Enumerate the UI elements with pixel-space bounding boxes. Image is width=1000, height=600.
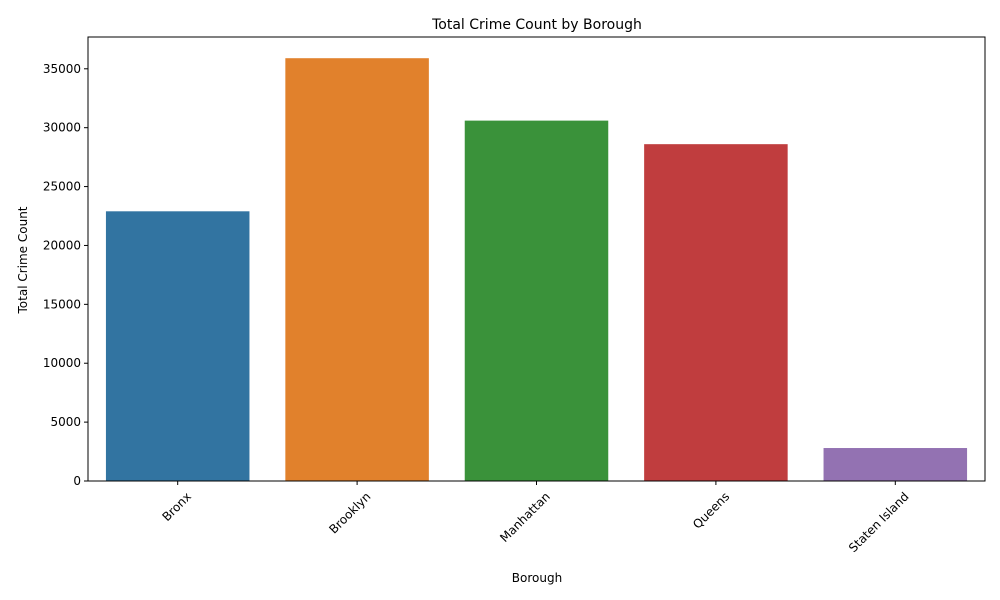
bar-bronx [105, 211, 250, 482]
y-tick-label: 5000 [50, 415, 81, 429]
y-tick-label: 0 [73, 474, 81, 488]
y-tick-label: 30000 [43, 121, 81, 135]
y-tick-label: 35000 [43, 62, 81, 76]
bar-manhattan [464, 120, 609, 481]
x-tick-label: Queens [690, 489, 732, 531]
x-tick-label: Staten Island [846, 489, 912, 555]
y-axis-label: Total Crime Count [16, 206, 30, 314]
chart-title: Total Crime Count by Borough [431, 17, 642, 33]
bar-brooklyn [285, 58, 429, 481]
plot-frame [87, 36, 986, 482]
x-axis: Bronx Brooklyn Manhattan Queens Staten Islan… [159, 481, 912, 555]
x-tick-label: Manhattan [497, 489, 553, 545]
x-tick-label: Brooklyn [326, 489, 373, 536]
x-axis-label: Borough [512, 571, 562, 585]
plot-area [105, 58, 968, 482]
x-tick-label: Bronx [159, 489, 194, 524]
y-tick-label: 20000 [43, 238, 81, 252]
y-tick-label: 15000 [43, 297, 81, 311]
bar-queens [644, 144, 788, 481]
y-tick-label: 25000 [43, 180, 81, 194]
bar-staten-island [823, 448, 968, 481]
y-tick-label: 10000 [43, 356, 81, 370]
y-axis: 0 5000 10000 15000 20000 25000 30000 35000 [43, 62, 88, 488]
